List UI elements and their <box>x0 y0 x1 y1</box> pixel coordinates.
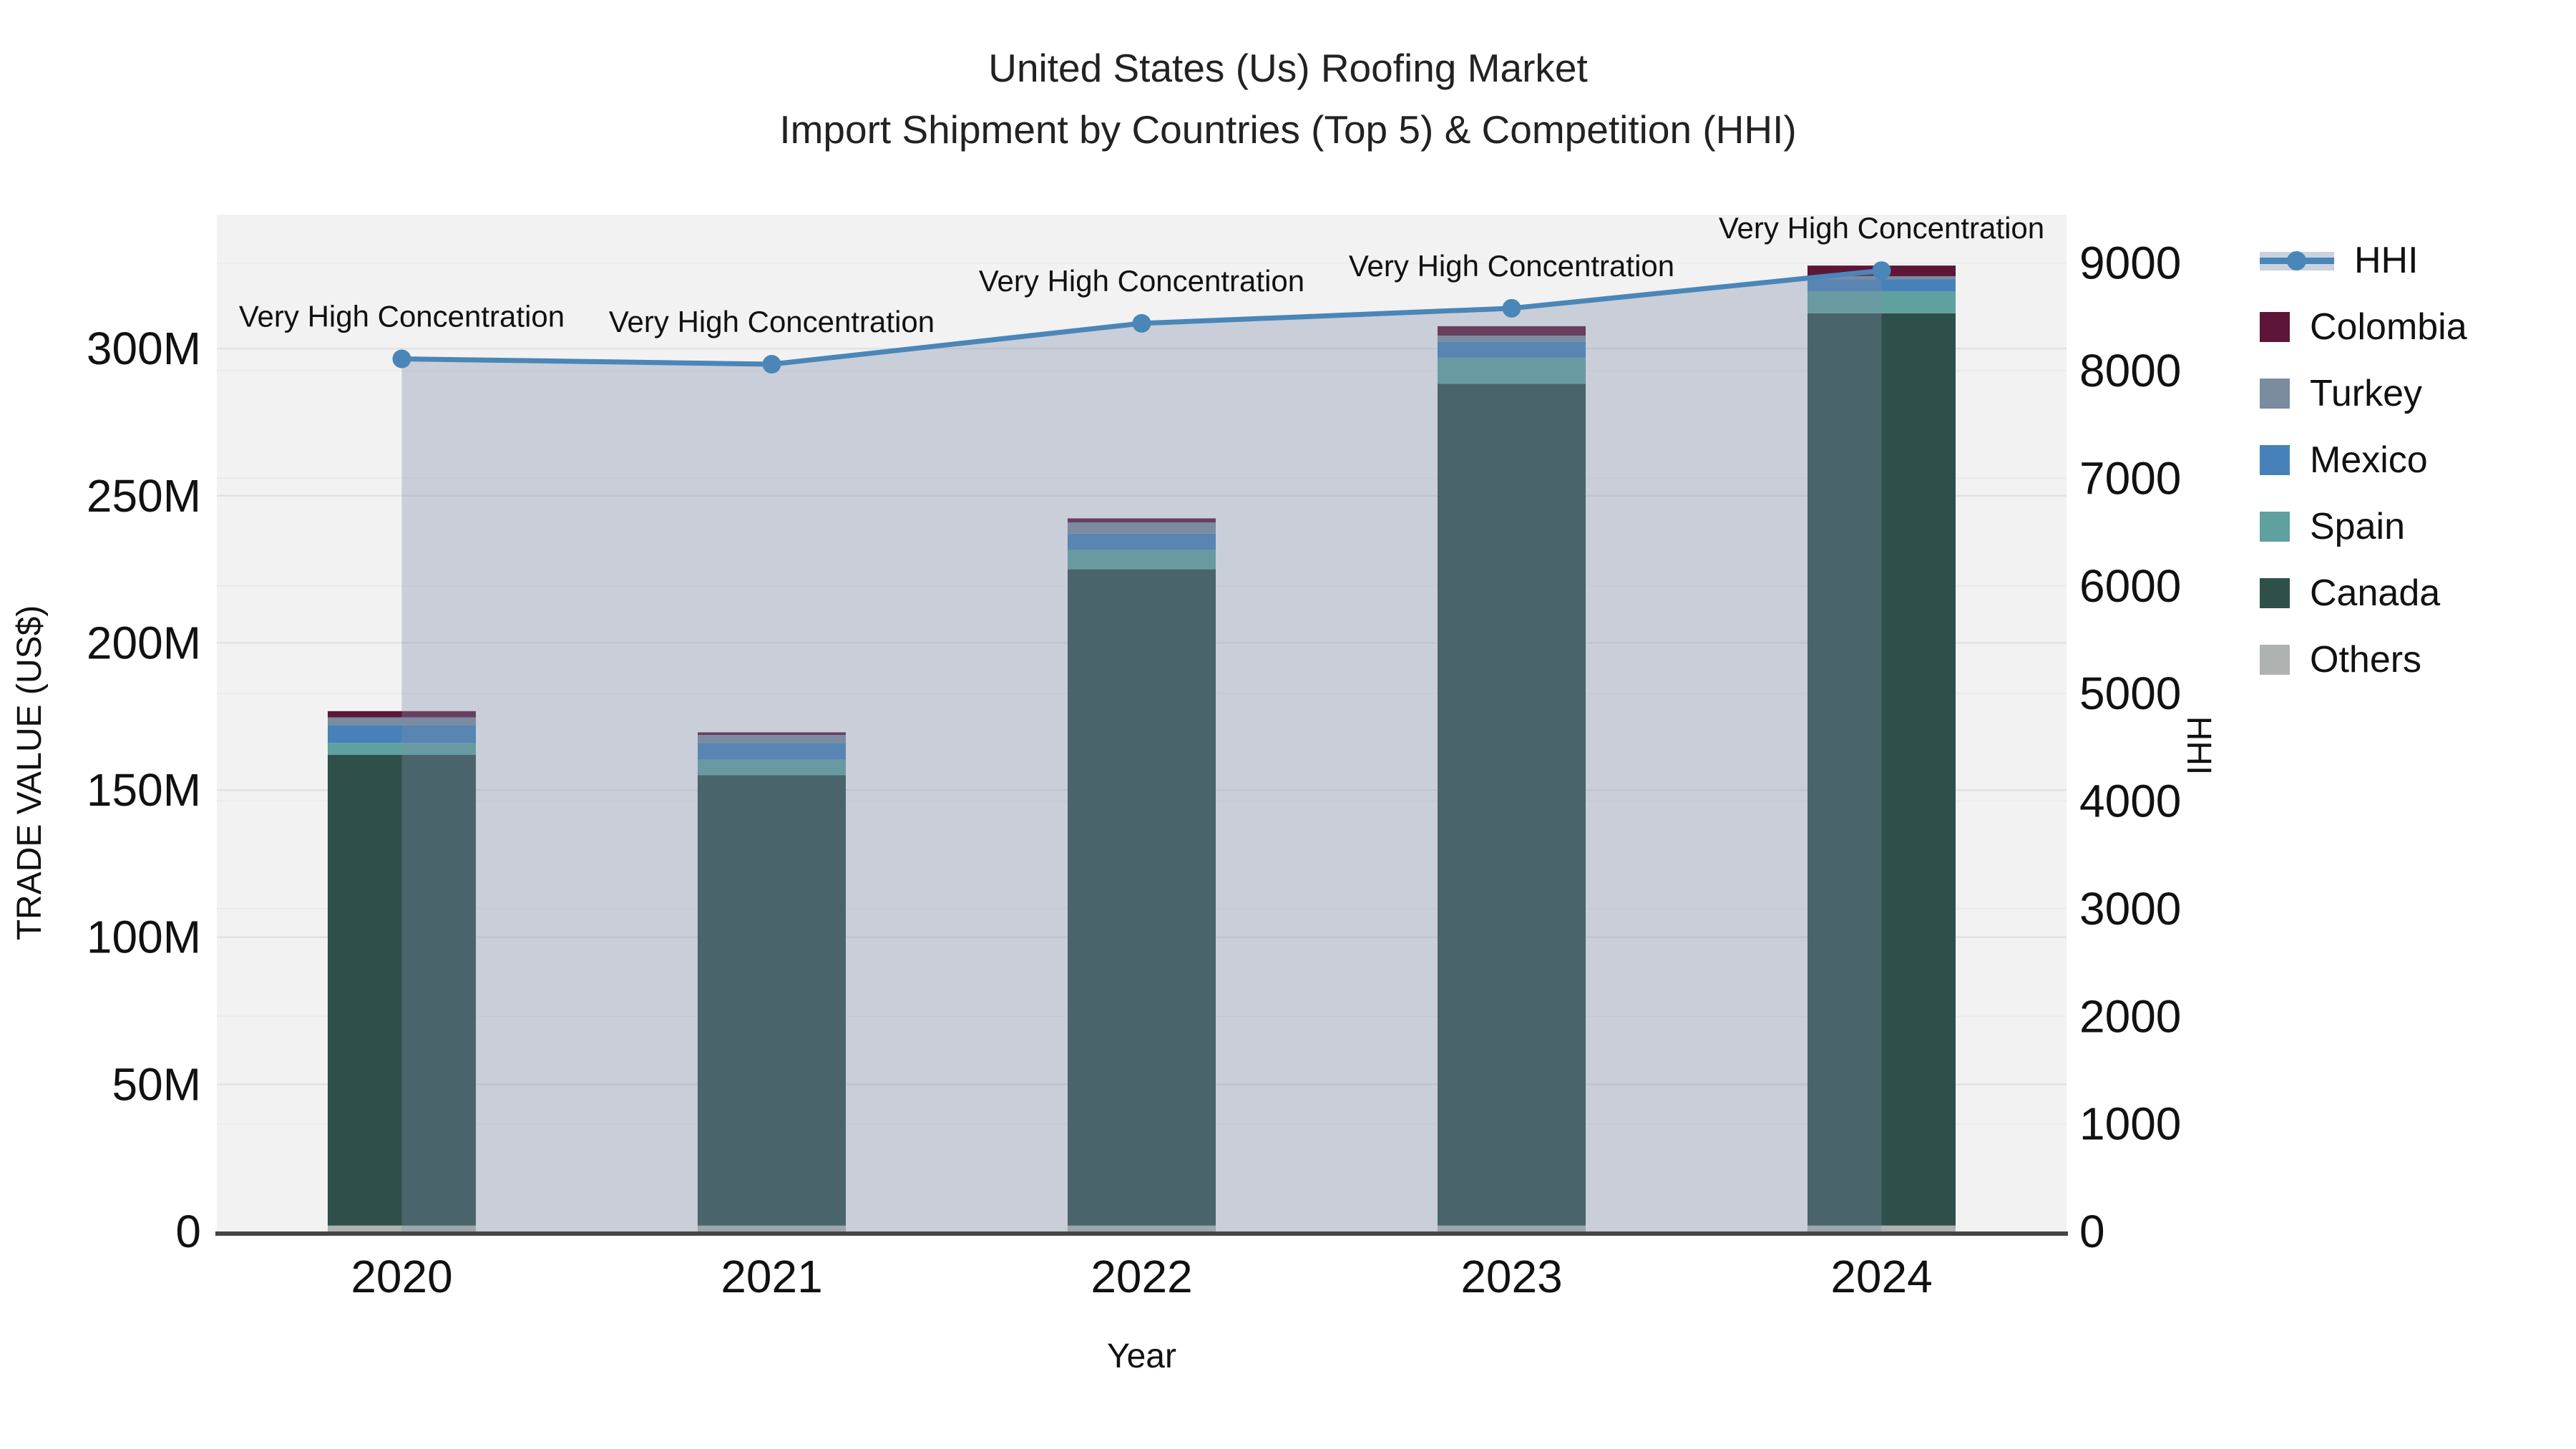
bar-mexico-2021[interactable] <box>698 743 846 760</box>
legend-item-hhi[interactable]: HHI <box>2260 239 2467 282</box>
legend-swatch-spain <box>2260 512 2290 542</box>
legend-label-canada: Canada <box>2310 572 2441 614</box>
bar-mexico-2023[interactable] <box>1438 341 1586 358</box>
annotation-2021: Very High Concentration <box>609 305 935 338</box>
bar-spain-2020[interactable] <box>328 743 476 755</box>
x-tick-2022: 2022 <box>1091 1251 1192 1302</box>
bar-colombia-2020[interactable] <box>328 711 476 718</box>
hhi-point-2020[interactable] <box>392 349 411 369</box>
left-axis-title: TRADE VALUE (US$) <box>11 605 49 941</box>
x-tick-2021: 2021 <box>721 1251 822 1302</box>
legend-label-turkey: Turkey <box>2310 373 2422 414</box>
bar-canada-2021[interactable] <box>698 775 846 1226</box>
bar-colombia-2022[interactable] <box>1068 518 1216 523</box>
bar-others-2023[interactable] <box>1438 1225 1586 1231</box>
legend-swatch-others <box>2260 645 2290 675</box>
annotation-2020: Very High Concentration <box>239 299 565 333</box>
bar-spain-2021[interactable] <box>698 759 846 776</box>
bar-mexico-2022[interactable] <box>1068 533 1216 550</box>
left-tick-250M: 250M <box>87 470 201 522</box>
left-tick-0: 0 <box>175 1206 201 1257</box>
legend-label-mexico: Mexico <box>2310 439 2428 481</box>
left-tick-100M: 100M <box>87 912 201 963</box>
x-tick-2023: 2023 <box>1460 1251 1562 1302</box>
left-tick-50M: 50M <box>112 1058 202 1110</box>
hhi-point-2023[interactable] <box>1502 298 1521 318</box>
right-tick-7000: 7000 <box>2079 452 2181 504</box>
right-tick-1000: 1000 <box>2079 1098 2181 1150</box>
left-tick-150M: 150M <box>87 764 201 816</box>
bar-turkey-2022[interactable] <box>1068 522 1216 534</box>
legend-item-canada[interactable]: Canada <box>2260 572 2467 615</box>
chart-title: United States (Us) Roofing Market Import… <box>0 37 2576 160</box>
left-tick-200M: 200M <box>87 617 201 668</box>
bar-others-2022[interactable] <box>1068 1225 1216 1231</box>
legend: HHI Colombia Turkey Mexico Spain Canada Others <box>2260 239 2467 681</box>
annotation-2022: Very High Concentration <box>979 264 1304 298</box>
left-tick-300M: 300M <box>87 323 201 374</box>
bar-turkey-2020[interactable] <box>328 717 476 726</box>
bar-canada-2024[interactable] <box>1807 313 1956 1226</box>
right-tick-0: 0 <box>2079 1206 2105 1257</box>
bar-canada-2022[interactable] <box>1068 569 1216 1226</box>
right-tick-8000: 8000 <box>2079 345 2181 396</box>
bar-turkey-2023[interactable] <box>1438 336 1586 342</box>
right-axis-title: HHI <box>2180 716 2218 776</box>
legend-item-mexico[interactable]: Mexico <box>2260 439 2467 482</box>
hhi-point-2021[interactable] <box>762 355 781 374</box>
bar-others-2024[interactable] <box>1807 1225 1956 1231</box>
bar-spain-2024[interactable] <box>1807 291 1956 313</box>
hhi-point-2024[interactable] <box>1872 261 1891 280</box>
bar-canada-2020[interactable] <box>328 754 476 1226</box>
legend-swatch-canada <box>2260 578 2290 608</box>
right-tick-9000: 9000 <box>2079 238 2181 289</box>
annotation-2023: Very High Concentration <box>1349 249 1674 283</box>
bar-mexico-2024[interactable] <box>1807 279 1956 292</box>
right-tick-6000: 6000 <box>2079 560 2181 612</box>
bar-spain-2022[interactable] <box>1068 550 1216 570</box>
chart-title-line2: Import Shipment by Countries (Top 5) & C… <box>779 107 1797 152</box>
bar-mexico-2020[interactable] <box>328 725 476 743</box>
right-tick-3000: 3000 <box>2079 883 2181 935</box>
bar-colombia-2023[interactable] <box>1438 326 1586 336</box>
right-tick-2000: 2000 <box>2079 990 2181 1042</box>
legend-swatch-turkey <box>2260 379 2290 409</box>
chart-title-line1: United States (Us) Roofing Market <box>988 46 1588 90</box>
right-tick-5000: 5000 <box>2079 668 2181 719</box>
bar-turkey-2021[interactable] <box>698 735 846 743</box>
annotation-2024: Very High Concentration <box>1719 211 2044 245</box>
legend-label-hhi: HHI <box>2354 240 2419 281</box>
bar-spain-2023[interactable] <box>1438 357 1586 384</box>
x-tick-2024: 2024 <box>1830 1251 1932 1302</box>
bar-colombia-2021[interactable] <box>698 732 846 736</box>
x-axis-title: Year <box>1107 1337 1176 1375</box>
legend-label-others: Others <box>2310 639 2422 680</box>
hhi-area-fill <box>401 270 1882 1231</box>
legend-label-spain: Spain <box>2310 506 2405 547</box>
x-tick-2020: 2020 <box>351 1251 452 1302</box>
legend-swatch-colombia <box>2260 312 2290 342</box>
legend-item-spain[interactable]: Spain <box>2260 505 2467 548</box>
bar-canada-2023[interactable] <box>1438 384 1586 1226</box>
legend-swatch-mexico <box>2260 445 2290 475</box>
legend-item-turkey[interactable]: Turkey <box>2260 372 2467 415</box>
bar-others-2020[interactable] <box>328 1225 476 1231</box>
legend-item-others[interactable]: Others <box>2260 638 2467 681</box>
hhi-point-2022[interactable] <box>1132 313 1151 333</box>
legend-label-colombia: Colombia <box>2310 306 2467 348</box>
legend-hhi-dot <box>2287 251 2306 270</box>
bar-others-2021[interactable] <box>698 1225 846 1231</box>
legend-hhi-line-icon <box>2260 245 2334 276</box>
legend-item-colombia[interactable]: Colombia <box>2260 306 2467 348</box>
right-tick-4000: 4000 <box>2079 776 2181 827</box>
